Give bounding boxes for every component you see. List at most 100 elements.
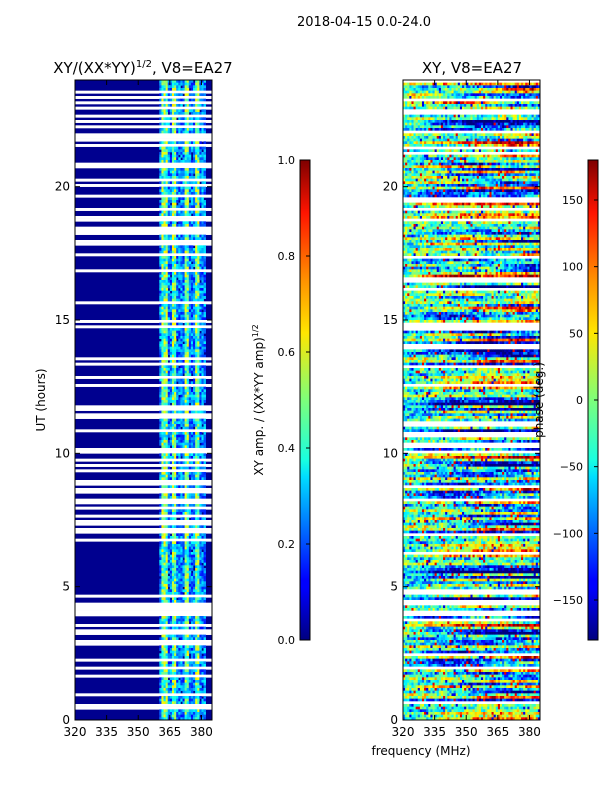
amplitude-heatmap-cell	[178, 266, 181, 270]
phase-heatmap-cell	[447, 106, 450, 110]
amplitude-heatmap-cell	[190, 234, 194, 238]
amplitude-heatmap-cell	[203, 669, 206, 673]
amplitude-heatmap-cell	[174, 88, 177, 91]
phase-heatmap-cell	[447, 120, 450, 123]
amplitude-heatmap-cell	[174, 552, 177, 555]
phase-heatmap-cell	[495, 117, 499, 121]
amplitude-heatmap-cell	[184, 589, 188, 593]
amplitude-heatmap-cell	[197, 170, 200, 174]
amplitude-heatmap-cell	[190, 354, 194, 358]
amplitude-heatmap-cell	[171, 365, 175, 369]
amplitude-blank-row	[75, 538, 212, 542]
amplitude-heatmap-cell	[190, 525, 194, 529]
amplitude-heatmap-cell	[165, 122, 169, 126]
amplitude-heatmap-cell	[186, 568, 190, 571]
amplitude-heatmap-cell	[161, 368, 164, 371]
amplitude-heatmap-cell	[199, 349, 202, 353]
amplitude-blank-row	[75, 242, 212, 246]
phase-heatmap-cell	[502, 141, 505, 145]
phase-heatmap-cell	[451, 93, 454, 97]
amplitude-heatmap-cell	[182, 669, 185, 673]
phase-heatmap-cell	[451, 133, 454, 137]
amplitude-heatmap-cell	[161, 152, 164, 155]
phase-heatmap-cell	[531, 101, 534, 105]
amplitude-heatmap-cell	[176, 562, 179, 566]
amplitude-heatmap-cell	[188, 525, 192, 529]
amplitude-heatmap-cell	[180, 669, 183, 673]
amplitude-heatmap-cell	[169, 512, 173, 515]
amplitude-heatmap-cell	[203, 152, 206, 155]
phase-heatmap-cell	[499, 90, 503, 94]
amplitude-heatmap-cell	[182, 173, 185, 177]
phase-heatmap-cell	[407, 114, 410, 118]
amplitude-heatmap-cell	[203, 717, 206, 720]
x-tick-label-L-2: 350	[127, 725, 150, 739]
amplitude-heatmap-cell	[176, 432, 179, 435]
amplitude-heatmap-cell	[174, 397, 177, 401]
amplitude-heatmap-cell	[201, 200, 204, 203]
amplitude-heatmap-cell	[188, 197, 192, 201]
amplitude-heatmap-cell	[184, 104, 188, 107]
amplitude-heatmap-cell	[174, 266, 177, 270]
amplitude-heatmap-cell	[199, 248, 202, 251]
phase-heatmap-cell	[432, 104, 435, 107]
amplitude-heatmap-cell	[182, 314, 185, 318]
phase-heatmap-cell	[527, 125, 530, 129]
amplitude-heatmap-cell	[174, 234, 177, 238]
amplitude-heatmap-cell	[165, 597, 169, 601]
amplitude-heatmap-cell	[159, 509, 162, 513]
phase-heatmap-cell	[413, 88, 416, 91]
amplitude-heatmap-cell	[165, 634, 169, 638]
amplitude-heatmap-cell	[165, 565, 169, 569]
amplitude-heatmap-cell	[171, 109, 175, 113]
amplitude-heatmap-cell	[167, 104, 171, 107]
phase-heatmap-cell	[487, 133, 490, 137]
amplitude-heatmap-cell	[201, 168, 204, 171]
amplitude-heatmap-cell	[178, 437, 181, 441]
amplitude-heatmap-cell	[159, 568, 162, 571]
amplitude-heatmap-cell	[182, 378, 185, 382]
amplitude-heatmap-cell	[165, 200, 169, 203]
phase-heatmap-cell	[523, 144, 526, 147]
amplitude-heatmap-cell	[165, 653, 169, 657]
amplitude-heatmap-cell	[167, 440, 171, 443]
phase-heatmap-cell	[462, 104, 465, 107]
amplitude-heatmap-cell	[184, 168, 188, 171]
amplitude-heatmap-cell	[159, 698, 162, 702]
phase-heatmap-cell	[485, 136, 488, 139]
amplitude-heatmap-cell	[188, 437, 192, 441]
phase-heatmap-cell	[480, 101, 484, 105]
amplitude-heatmap-cell	[176, 712, 179, 715]
amplitude-heatmap-cell	[184, 205, 188, 209]
amplitude-heatmap-cell	[190, 306, 194, 310]
amplitude-heatmap-cell	[190, 565, 194, 569]
phase-heatmap-cell	[504, 85, 507, 89]
phase-heatmap-cell	[440, 128, 444, 131]
amplitude-heatmap-cell	[199, 168, 202, 171]
amplitude-heatmap-cell	[184, 272, 188, 275]
amplitude-heatmap-cell	[199, 210, 202, 214]
amplitude-heatmap-cell	[188, 661, 192, 665]
amplitude-heatmap-cell	[159, 496, 162, 499]
amplitude-heatmap-cell	[182, 421, 185, 425]
amplitude-heatmap-cell	[174, 352, 177, 355]
amplitude-heatmap-cell	[186, 712, 190, 715]
amplitude-heatmap-cell	[197, 634, 200, 638]
amplitude-heatmap-cell	[188, 712, 192, 715]
amplitude-heatmap-cell	[197, 296, 200, 299]
amplitude-heatmap-cell	[184, 565, 188, 569]
amplitude-heatmap-cell	[203, 714, 206, 718]
phase-heatmap-cell	[430, 136, 433, 139]
amplitude-heatmap-cell	[184, 690, 188, 694]
amplitude-heatmap-cell	[197, 442, 200, 446]
amplitude-heatmap-cell	[167, 266, 171, 270]
amplitude-heatmap-cell	[195, 437, 198, 441]
amplitude-heatmap-cell	[197, 445, 200, 449]
amplitude-heatmap-cell	[161, 322, 164, 326]
amplitude-heatmap-cell	[203, 701, 206, 705]
amplitude-heatmap-cell	[195, 370, 198, 374]
amplitude-heatmap-cell	[180, 402, 183, 406]
amplitude-heatmap-cell	[184, 373, 188, 377]
amplitude-heatmap-cell	[167, 688, 171, 691]
amplitude-heatmap-cell	[184, 645, 188, 649]
